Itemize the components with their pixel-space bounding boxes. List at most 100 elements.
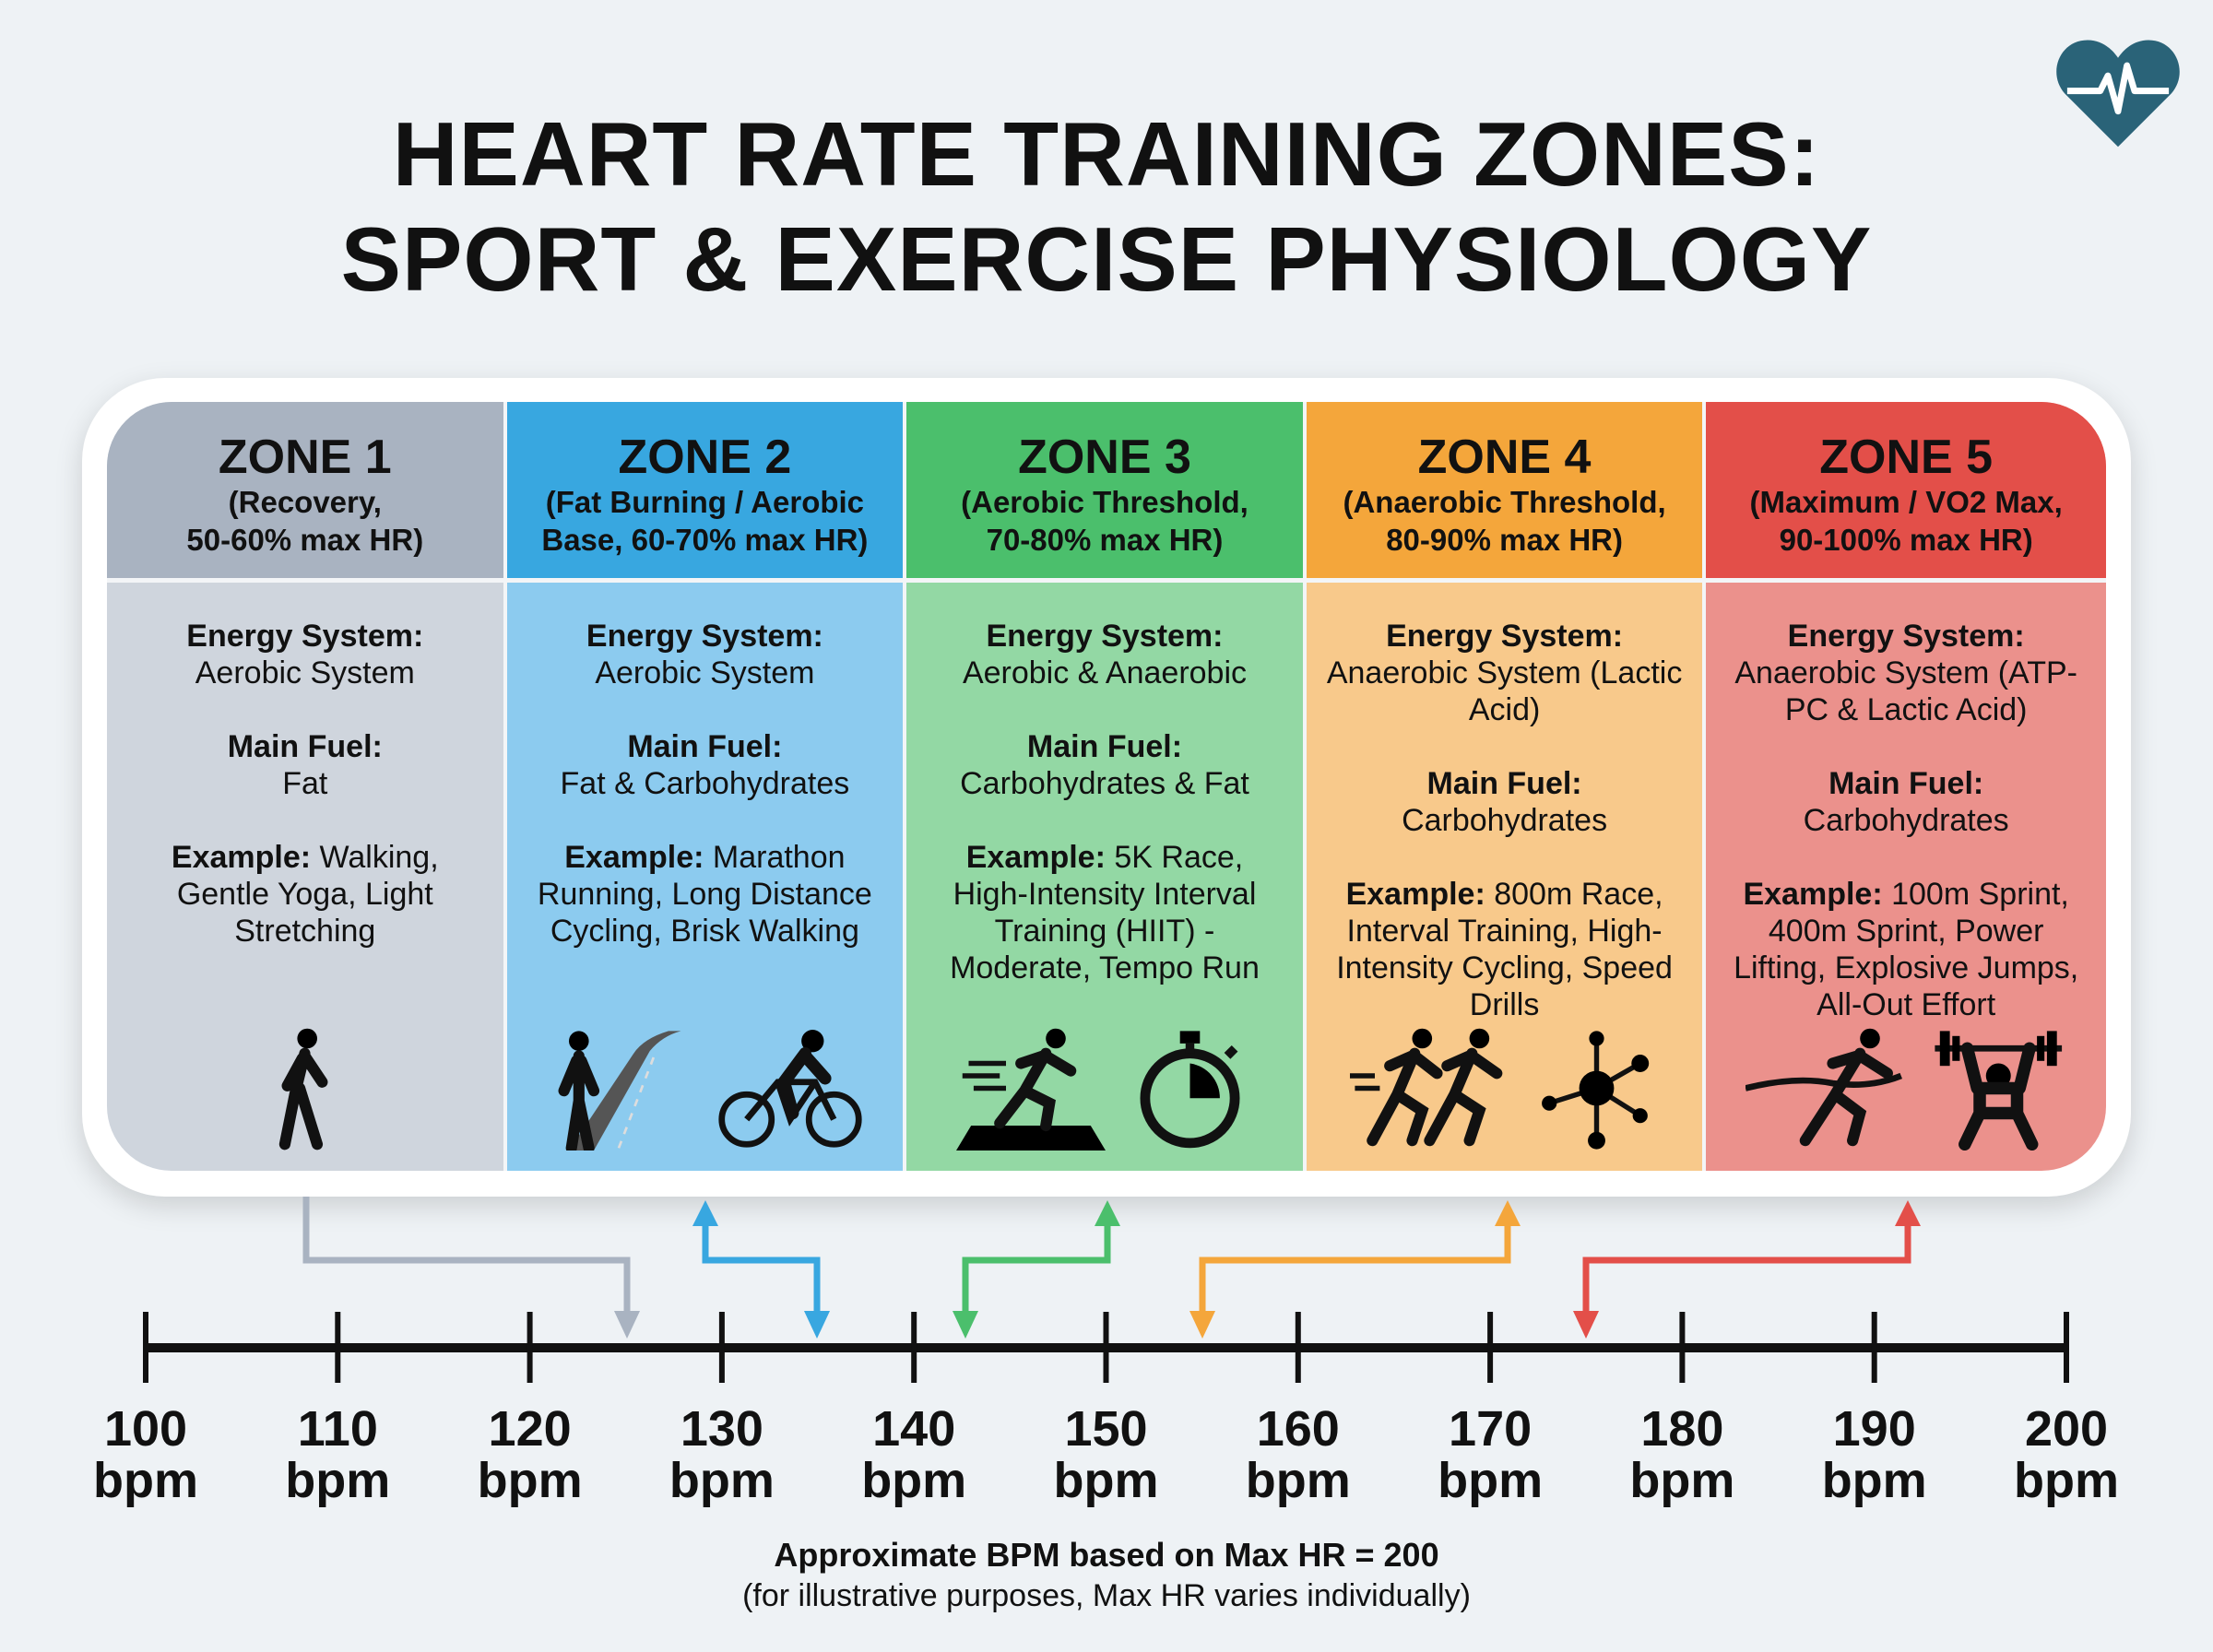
page-title-line-1: HEART RATE TRAINING ZONES: bbox=[392, 103, 1821, 205]
zone-name: ZONE 1 bbox=[218, 431, 392, 484]
zone-3-connector-arrow bbox=[953, 1200, 1120, 1339]
zone-subtitle-line-1: (Aerobic Threshold, bbox=[961, 485, 1249, 519]
cyclist-icon bbox=[718, 1030, 863, 1148]
zone-1-connector-arrow bbox=[302, 1197, 640, 1339]
energy-system-label: Energy System: bbox=[186, 619, 424, 654]
weightlifter-icon bbox=[1935, 1031, 2062, 1150]
example-value: 800m Race, Interval Training, High-Inten… bbox=[1336, 877, 1673, 1022]
finish-line-sprinter-icon bbox=[1746, 1028, 1903, 1147]
example-label: Example: bbox=[1345, 877, 1485, 912]
main-fuel-label: Main Fuel: bbox=[1828, 766, 1984, 801]
tick-unit: bpm bbox=[93, 1453, 198, 1508]
zone-name: ZONE 5 bbox=[1819, 431, 1994, 484]
example-section: Example: 100m Sprint, 400m Sprint, Power… bbox=[1726, 876, 2086, 1023]
zone-2-column: ZONE 2 (Fat Burning / Aerobic Base, 60-7… bbox=[506, 402, 907, 1171]
zone-subtitle-line-1: (Anaerobic Threshold, bbox=[1343, 485, 1666, 519]
tick-label: 150 bpm bbox=[1033, 1403, 1180, 1506]
zone-header: ZONE 1 (Recovery, 50-60% max HR) bbox=[107, 402, 503, 583]
main-fuel-section: Main Fuel: Fat & Carbohydrates bbox=[527, 728, 883, 802]
main-fuel-value: Carbohydrates & Fat bbox=[960, 766, 1249, 801]
energy-system-value: Aerobic & Anaerobic bbox=[962, 655, 1248, 690]
example-label: Example: bbox=[1743, 877, 1883, 912]
tick-label: 160 bpm bbox=[1225, 1403, 1372, 1506]
tick-value: 130 bbox=[680, 1401, 763, 1457]
energy-system-section: Energy System: Aerobic System bbox=[527, 618, 883, 691]
tick-unit: bpm bbox=[2014, 1453, 2119, 1508]
zone-subtitle-line-2: Base, 60-70% max HR) bbox=[541, 523, 869, 557]
tick-value: 190 bbox=[1832, 1401, 1916, 1457]
energy-system-value: Anaerobic System (Lactic Acid) bbox=[1326, 655, 1683, 727]
main-fuel-value: Carbohydrates bbox=[1803, 803, 2009, 838]
zone-3-column: ZONE 3 (Aerobic Threshold, 70-80% max HR… bbox=[906, 402, 1307, 1171]
zone-body: Energy System: Aerobic System Main Fuel: F… bbox=[507, 583, 904, 950]
energy-system-section: Energy System: Anaerobic System (Lactic A… bbox=[1327, 618, 1683, 728]
energy-system-value: Aerobic System bbox=[195, 655, 415, 690]
tick-label: 200 bpm bbox=[1993, 1403, 2140, 1506]
tick-unit: bpm bbox=[1438, 1453, 1544, 1508]
tick-value: 170 bbox=[1449, 1401, 1533, 1457]
zone-body: Energy System: Aerobic System Main Fuel: F… bbox=[107, 583, 503, 950]
zone-header: ZONE 2 (Fat Burning / Aerobic Base, 60-7… bbox=[506, 402, 904, 583]
main-fuel-label: Main Fuel: bbox=[627, 729, 783, 764]
tick-value: 110 bbox=[297, 1401, 378, 1457]
zone-5-connector-arrow bbox=[1573, 1200, 1921, 1339]
main-fuel-label: Main Fuel: bbox=[227, 729, 383, 764]
tick-label: 170 bpm bbox=[1416, 1403, 1564, 1506]
zone-icons bbox=[507, 1021, 904, 1150]
tick-label: 140 bpm bbox=[840, 1403, 988, 1506]
energy-system-section: Energy System: Anaerobic System (ATP-PC &… bbox=[1726, 618, 2086, 728]
bpm-timeline bbox=[143, 1197, 2069, 1383]
runner-road-icon bbox=[558, 1031, 681, 1150]
main-fuel-label: Main Fuel: bbox=[1426, 766, 1582, 801]
tick-label: 190 bpm bbox=[1801, 1403, 1948, 1506]
zone-body: Energy System: Anaerobic System (ATP-PC &… bbox=[1706, 583, 2106, 1023]
tick-label: 180 bpm bbox=[1608, 1403, 1756, 1506]
example-section: Example: Walking, Gentle Yoga, Light Str… bbox=[127, 839, 483, 950]
tick-value: 160 bbox=[1256, 1401, 1340, 1457]
tick-value: 100 bbox=[103, 1401, 188, 1457]
tick-label: 110 bpm bbox=[264, 1403, 411, 1506]
example-section: Example: 5K Race, High-Intensity Interva… bbox=[927, 839, 1283, 986]
tick-value: 120 bbox=[488, 1401, 572, 1457]
tick-label: 130 bpm bbox=[648, 1403, 796, 1506]
zone-body: Energy System: Aerobic & Anaerobic Main F… bbox=[906, 583, 1303, 986]
zone-icons bbox=[107, 1021, 503, 1150]
stopwatch-icon bbox=[1140, 1031, 1240, 1149]
example-value: Walking, Gentle Yoga, Light Stretching bbox=[176, 840, 439, 949]
energy-system-label: Energy System: bbox=[1787, 619, 2025, 654]
zone-5-column: ZONE 5 (Maximum / VO2 Max, 90-100% max H… bbox=[1706, 402, 2106, 1171]
zones-table: ZONE 1 (Recovery, 50-60% max HR) Energy … bbox=[107, 402, 2106, 1171]
example-label: Example: bbox=[171, 840, 312, 875]
walking-person-icon bbox=[279, 1028, 328, 1150]
example-value: 100m Sprint, 400m Sprint, Power Lifting,… bbox=[1734, 877, 2079, 1022]
tick-value: 150 bbox=[1064, 1401, 1148, 1457]
zone-name: ZONE 2 bbox=[618, 431, 792, 484]
zone-subtitle-line-1: (Recovery, bbox=[228, 485, 382, 519]
example-value: 5K Race, High-Intensity Interval Trainin… bbox=[950, 840, 1260, 985]
tick-value: 200 bbox=[2024, 1401, 2109, 1457]
main-fuel-value: Fat & Carbohydrates bbox=[560, 766, 850, 801]
zone-icons bbox=[1307, 1021, 1703, 1150]
energy-system-value: Anaerobic System (ATP-PC & Lactic Acid) bbox=[1734, 655, 2077, 727]
zone-name: ZONE 4 bbox=[1417, 431, 1592, 484]
tick-label: 120 bpm bbox=[456, 1403, 604, 1506]
zone-header: ZONE 4 (Anaerobic Threshold, 80-90% max … bbox=[1306, 402, 1703, 583]
tick-unit: bpm bbox=[669, 1453, 775, 1508]
zone-header: ZONE 3 (Aerobic Threshold, 70-80% max HR… bbox=[906, 402, 1303, 583]
tick-value: 140 bbox=[872, 1401, 956, 1457]
zone-header: ZONE 5 (Maximum / VO2 Max, 90-100% max H… bbox=[1706, 402, 2106, 583]
example-label: Example: bbox=[965, 840, 1106, 875]
main-fuel-section: Main Fuel: Carbohydrates bbox=[1327, 765, 1683, 839]
tick-value: 180 bbox=[1640, 1401, 1724, 1457]
footer-subnote: (for illustrative purposes, Max HR varie… bbox=[742, 1578, 1471, 1613]
tick-unit: bpm bbox=[477, 1453, 583, 1508]
zone-subtitle-line-2: 70-80% max HR) bbox=[986, 523, 1224, 557]
tick-unit: bpm bbox=[1821, 1453, 1927, 1508]
page-title-line-2: SPORT & EXERCISE PHYSIOLOGY bbox=[340, 208, 1873, 310]
energy-system-section: Energy System: Aerobic System bbox=[127, 618, 483, 691]
zone-4-column: ZONE 4 (Anaerobic Threshold, 80-90% max … bbox=[1306, 402, 1707, 1171]
energy-system-label: Energy System: bbox=[1386, 619, 1624, 654]
zone-1-column: ZONE 1 (Recovery, 50-60% max HR) Energy … bbox=[107, 402, 507, 1171]
main-fuel-label: Main Fuel: bbox=[1026, 729, 1183, 764]
zone-subtitle-line-2: 80-90% max HR) bbox=[1386, 523, 1623, 557]
